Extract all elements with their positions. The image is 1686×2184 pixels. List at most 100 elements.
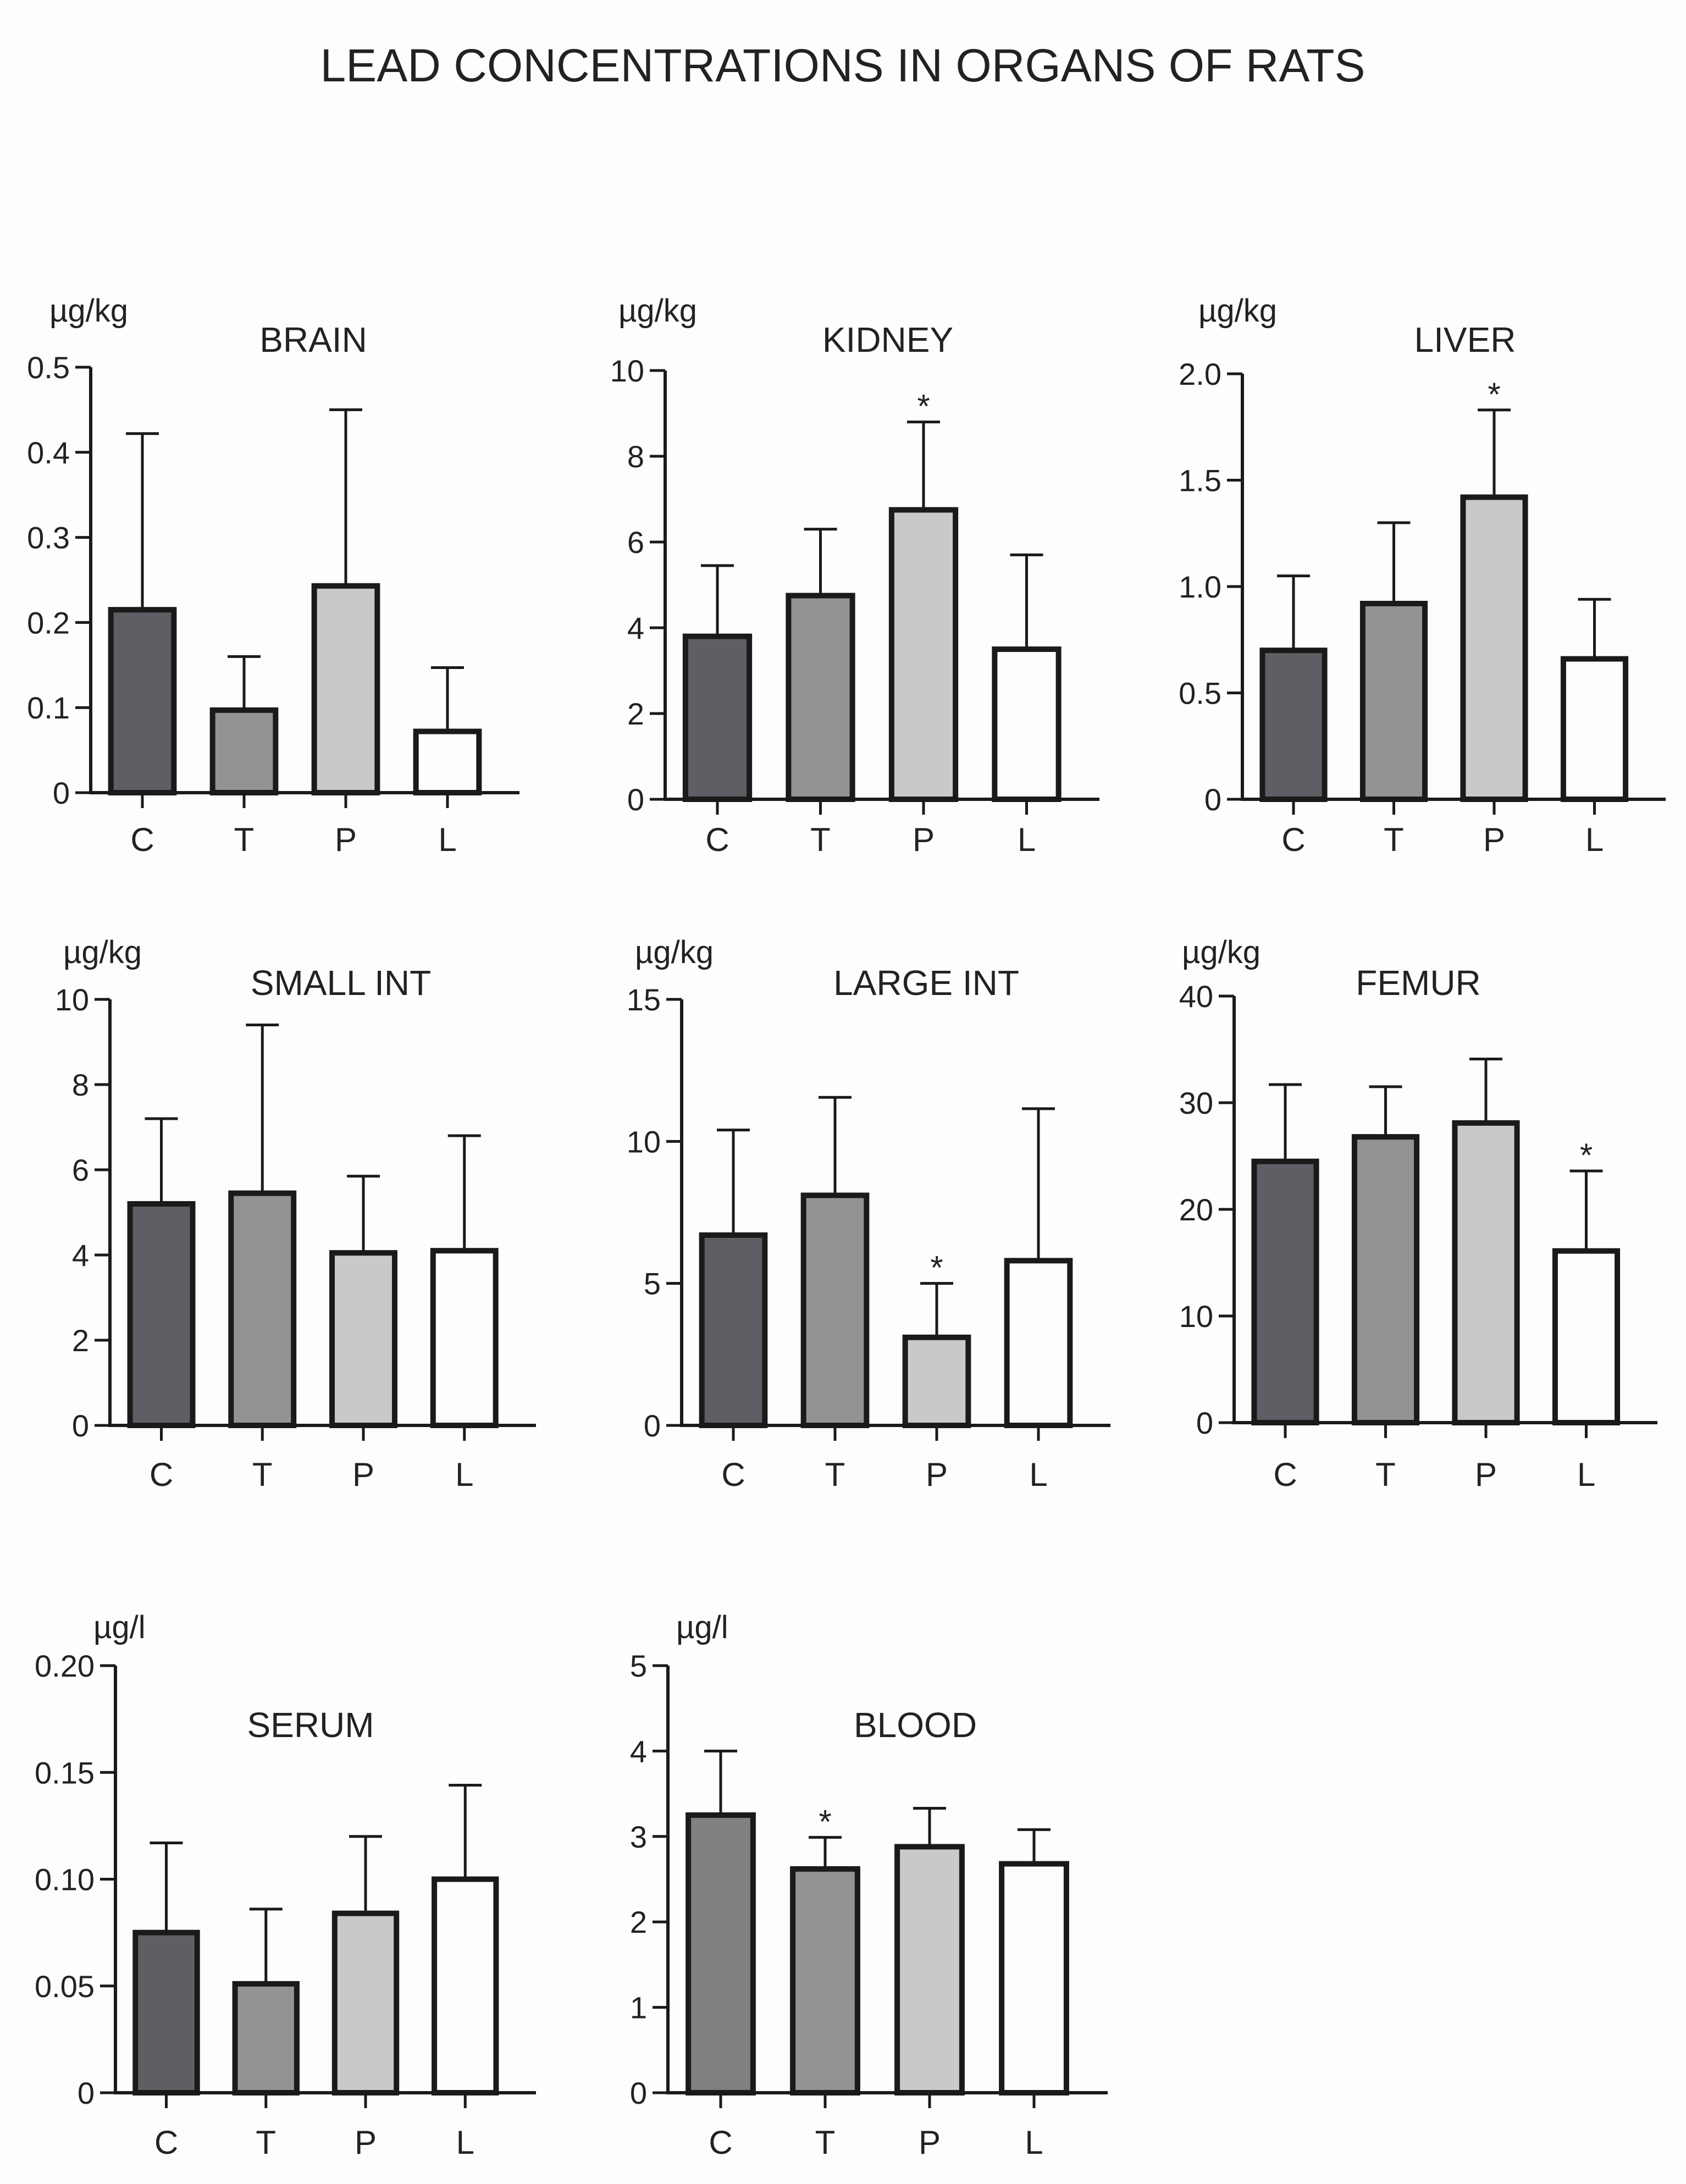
y-tick-label: 2.0: [1179, 357, 1221, 391]
category-label: L: [1577, 1456, 1595, 1493]
y-tick-label: 5: [644, 1267, 661, 1301]
y-axis-unit-label: µg/kg: [49, 293, 128, 329]
category-label: C: [709, 2124, 732, 2161]
bar-l: [413, 728, 482, 795]
category-label: P: [919, 2124, 941, 2161]
category-label: P: [352, 1456, 374, 1493]
y-tick-label: 20: [1179, 1192, 1213, 1227]
y-tick-label: 8: [627, 439, 644, 474]
y-tick-label: 4: [630, 1734, 647, 1768]
category-label: T: [1384, 821, 1404, 858]
significance-star: *: [1580, 1137, 1593, 1174]
bar-p: [331, 1910, 400, 2095]
panel-title: LIVER: [1414, 320, 1516, 360]
y-tick-label: 10: [55, 982, 89, 1017]
y-tick-label: 5: [630, 1649, 647, 1683]
bar-p: [902, 1334, 971, 1428]
bar-t: [800, 1192, 870, 1428]
category-label: T: [252, 1456, 273, 1493]
y-tick-label: 0: [72, 1408, 89, 1443]
y-tick-label: 2: [630, 1905, 647, 1939]
category-label: C: [150, 1456, 173, 1493]
chart-panel-blood: µg/l BLOOD 0 1 2 3 4 5 C T * P L: [630, 1610, 1108, 2161]
significance-star: *: [930, 1249, 943, 1286]
y-tick-label: 0: [644, 1408, 661, 1443]
category-label: L: [1018, 821, 1036, 858]
category-label: C: [721, 1456, 745, 1493]
bar-t: [1351, 1134, 1420, 1426]
bar-p: [329, 1250, 397, 1428]
bar-p: [894, 1844, 965, 2095]
category-label: P: [355, 2124, 377, 2161]
y-tick-label: 0.4: [27, 435, 70, 470]
category-label: P: [335, 821, 357, 858]
y-tick-label: 6: [627, 525, 644, 560]
y-tick-label: 0.15: [35, 1755, 95, 1790]
figure-title: LEAD CONCENTRATIONS IN ORGANS OF RATS: [320, 40, 1365, 91]
y-axis-unit-label: µg/kg: [1182, 935, 1261, 970]
bar-t: [232, 1981, 300, 2095]
bar-l: [992, 646, 1062, 802]
bar-t: [1359, 600, 1428, 802]
y-tick-label: 0.20: [35, 1649, 95, 1683]
category-label: T: [234, 821, 255, 858]
bar-l: [1552, 1248, 1621, 1425]
bar-c: [686, 1812, 756, 2095]
y-tick-label: 4: [627, 611, 644, 645]
y-tick-label: 0: [1204, 782, 1221, 817]
y-tick-label: 2: [627, 696, 644, 731]
y-axis-unit-label: µg/kg: [1198, 293, 1277, 329]
bar-p: [1460, 494, 1528, 802]
category-label: C: [130, 821, 154, 858]
y-axis-unit-label: µg/kg: [618, 293, 697, 329]
panel-title: BLOOD: [854, 1705, 977, 1745]
category-label: P: [1475, 1456, 1497, 1493]
y-tick-label: 10: [610, 353, 644, 388]
category-label: T: [825, 1456, 845, 1493]
bar-c: [682, 633, 753, 802]
chart-panel-small-int: µg/kg SMALL INT 0 2 4 6 8 10 C T P L: [55, 935, 536, 1493]
bar-l: [430, 1248, 499, 1428]
chart-panel-brain: µg/kg BRAIN 0 0.1 0.2 0.3 0.4 0.5 C T P L: [27, 293, 519, 858]
y-tick-label: 1.0: [1179, 570, 1221, 604]
category-label: L: [1025, 2124, 1043, 2161]
y-tick-label: 1: [630, 1991, 647, 2025]
category-label: L: [1585, 821, 1604, 858]
panel-title: KIDNEY: [822, 320, 953, 360]
bar-c: [1259, 648, 1328, 802]
bar-c: [1251, 1158, 1319, 1425]
y-axis-unit-label: µg/l: [676, 1610, 728, 1645]
y-tick-label: 15: [627, 982, 661, 1017]
bar-c: [127, 1201, 196, 1428]
bar-p: [888, 507, 959, 802]
bar-c: [108, 607, 177, 796]
chart-panel-liver: µg/kg LIVER 0 0.5 1.0 1.5 2.0 C T P * L: [1179, 293, 1666, 858]
y-tick-label: 0.5: [1179, 676, 1221, 711]
bar-p: [1452, 1120, 1520, 1425]
bar-t: [790, 1866, 860, 2096]
category-label: C: [1281, 821, 1305, 858]
y-tick-label: 0: [53, 776, 70, 810]
y-tick-label: 0.2: [27, 605, 70, 640]
y-axis-unit-label: µg/kg: [635, 935, 714, 970]
panel-title: LARGE INT: [833, 963, 1019, 1003]
category-label: T: [1375, 1456, 1396, 1493]
category-label: C: [1273, 1456, 1297, 1493]
panel-title: FEMUR: [1356, 963, 1481, 1003]
chart-panel-serum: µg/l SERUM 0 0.05 0.10 0.15 0.20 C T P L: [35, 1610, 536, 2161]
y-tick-label: 6: [72, 1153, 89, 1187]
bar-l: [1560, 656, 1629, 802]
y-tick-label: 0: [78, 2076, 95, 2110]
bar-l: [1004, 1258, 1073, 1428]
y-tick-label: 0.1: [27, 690, 70, 725]
significance-star: *: [819, 1803, 831, 1840]
y-axis-unit-label: µg/kg: [63, 935, 142, 970]
panel-title: BRAIN: [259, 320, 367, 360]
category-label: L: [1029, 1456, 1047, 1493]
category-label: C: [154, 2124, 178, 2161]
chart-panels: µg/kg BRAIN 0 0.1 0.2 0.3 0.4 0.5 C T P Lµg/kg KIDNE…: [27, 293, 1666, 2161]
y-tick-label: 40: [1179, 979, 1213, 1014]
bar-t: [228, 1190, 297, 1428]
y-tick-label: 4: [72, 1238, 89, 1273]
